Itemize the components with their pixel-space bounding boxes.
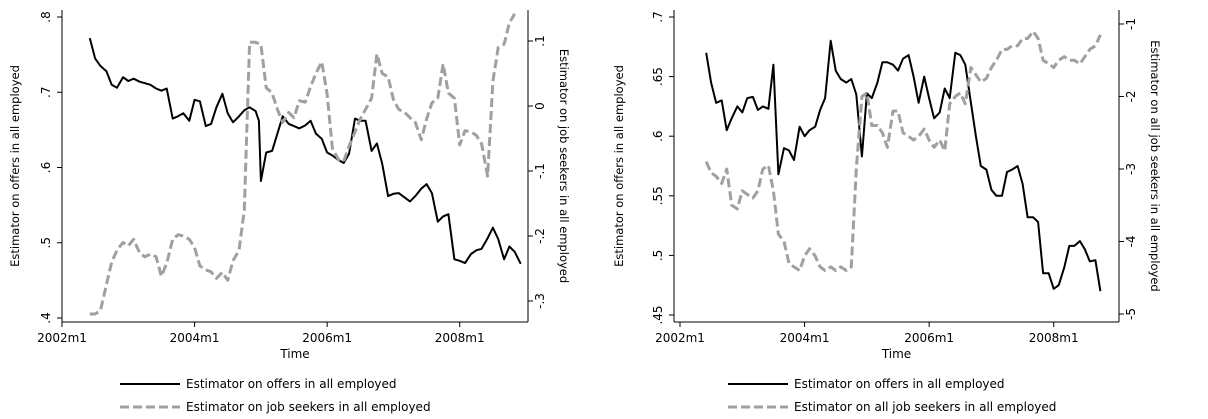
legend-label: Estimator on job seekers in all employed	[186, 400, 431, 414]
y-left-tick-label: .6	[651, 130, 665, 141]
x-tick-label: 2006m1	[904, 331, 954, 345]
series-line-offers	[88, 37, 522, 265]
x-tick-label: 2008m1	[1029, 331, 1079, 345]
y-left-axis-title: Estimator on offers in all employed	[8, 65, 22, 267]
chart-left-svg: 2002m1 2004m1 2006m1 2008m1 .4 .5 .6 .7 .8 -.3 -.2…	[8, 10, 571, 414]
y-right-tick-label: -5	[1124, 308, 1138, 320]
y-right-tick-label: 0	[533, 102, 547, 110]
y-left-tick-label: .8	[39, 11, 53, 22]
y-left-tick-label: .7	[39, 87, 53, 98]
y-right-tick-label: -.3	[533, 293, 547, 309]
x-tick-label: 2002m1	[37, 331, 87, 345]
y-right-tick-label: -4	[1124, 236, 1138, 248]
legend-label: Estimator on all job seekers in all empl…	[794, 400, 1056, 414]
x-axis-title: Time	[881, 347, 911, 361]
x-tick-label: 2002m1	[655, 331, 705, 345]
legend-label: Estimator on offers in all employed	[186, 377, 397, 391]
y-left-tick-label: .45	[651, 305, 665, 324]
y-right-tick-label: -.2	[533, 228, 547, 244]
y-left-axis-title: Estimator on offers in all employed	[612, 65, 626, 267]
y-left-tick-label: .65	[651, 67, 665, 86]
series-line-offers	[705, 39, 1102, 292]
chart-right: 2002m1 2004m1 2006m1 2008m1 .45 .5 .55 .6 .65 .7 -…	[604, 0, 1208, 419]
y-right-axis-title: Estimator on job seekers in all employed	[557, 49, 571, 283]
y-left-tick-label: .5	[651, 250, 665, 261]
series-line-job-seekers	[89, 12, 516, 316]
x-tick-label: 2004m1	[170, 331, 220, 345]
y-right-tick-label: -1	[1124, 18, 1138, 30]
y-left-tick-label: .4	[39, 312, 53, 323]
chart-left: 2002m1 2004m1 2006m1 2008m1 .4 .5 .6 .7 .8 -.3 -.2…	[8, 10, 571, 414]
x-tick-label: 2004m1	[780, 331, 830, 345]
y-left-tick-label: .5	[39, 237, 53, 248]
y-right-tick-label: .1	[533, 35, 547, 46]
y-right-tick-label: -2	[1124, 91, 1138, 103]
x-tick-label: 2008m1	[435, 331, 485, 345]
legend-label: Estimator on offers in all employed	[794, 377, 1005, 391]
y-left-tick-label: .55	[651, 186, 665, 205]
chart-right-svg: 2002m1 2004m1 2006m1 2008m1 .45 .5 .55 .6 .65 .7 -…	[612, 10, 1162, 414]
x-axis-title: Time	[279, 347, 309, 361]
y-right-tick-label: -3	[1124, 163, 1138, 175]
y-right-tick-label: -.1	[533, 163, 547, 179]
series-line-job-seekers	[704, 29, 1102, 272]
y-left-tick-label: .7	[651, 11, 665, 22]
x-tick-label: 2006m1	[302, 331, 352, 345]
y-left-tick-label: .6	[39, 162, 53, 173]
y-right-axis-title: Estimator on all job seekers in all empl…	[1148, 40, 1162, 291]
